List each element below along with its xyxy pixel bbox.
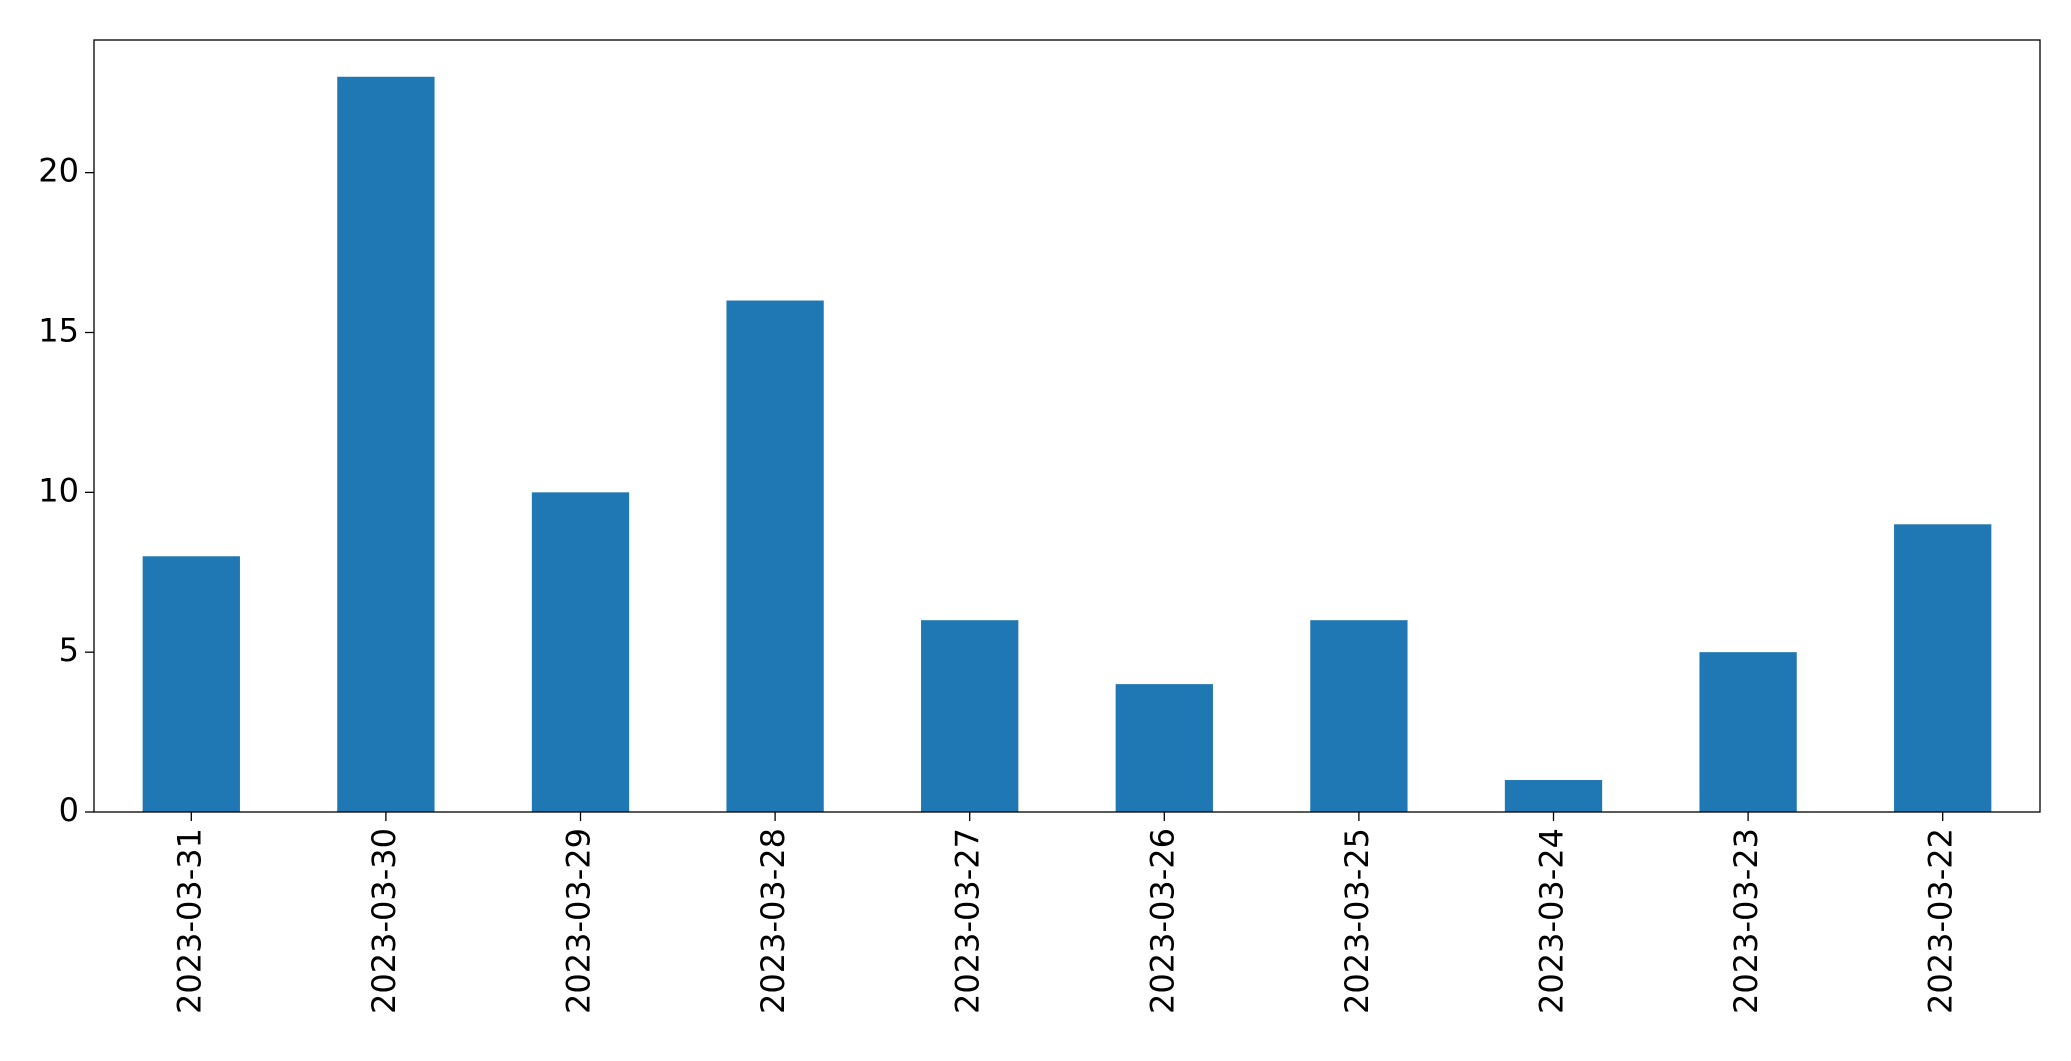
x-tick-label: 2023-03-31 bbox=[170, 828, 208, 1014]
x-tick-label: 2023-03-22 bbox=[1922, 828, 1960, 1014]
bar bbox=[531, 492, 630, 812]
x-tick-label: 2023-03-26 bbox=[1143, 828, 1181, 1014]
y-tick-label: 5 bbox=[59, 631, 79, 669]
y-tick-label: 15 bbox=[38, 311, 79, 349]
x-tick-label: 2023-03-30 bbox=[365, 828, 403, 1014]
bar bbox=[337, 76, 435, 812]
y-tick-label: 20 bbox=[38, 152, 79, 190]
x-tick-label: 2023-03-27 bbox=[949, 828, 987, 1014]
x-tick-label: 2023-03-28 bbox=[754, 828, 792, 1014]
bar bbox=[1310, 620, 1408, 812]
plot-frame bbox=[93, 39, 2041, 813]
x-tick-label: 2023-03-23 bbox=[1727, 828, 1765, 1014]
x-tick-label: 2023-03-29 bbox=[560, 828, 598, 1014]
x-tick-label: 2023-03-24 bbox=[1533, 828, 1571, 1014]
bar bbox=[142, 556, 240, 812]
bar bbox=[1115, 684, 1213, 812]
bar bbox=[726, 300, 824, 812]
bar bbox=[1504, 780, 1603, 812]
x-tick-label: 2023-03-25 bbox=[1338, 828, 1376, 1014]
y-tick-label: 0 bbox=[59, 791, 79, 829]
bar bbox=[1699, 652, 1797, 812]
bar bbox=[921, 620, 1019, 812]
bar bbox=[1894, 524, 1992, 812]
y-tick-label: 10 bbox=[38, 471, 79, 509]
